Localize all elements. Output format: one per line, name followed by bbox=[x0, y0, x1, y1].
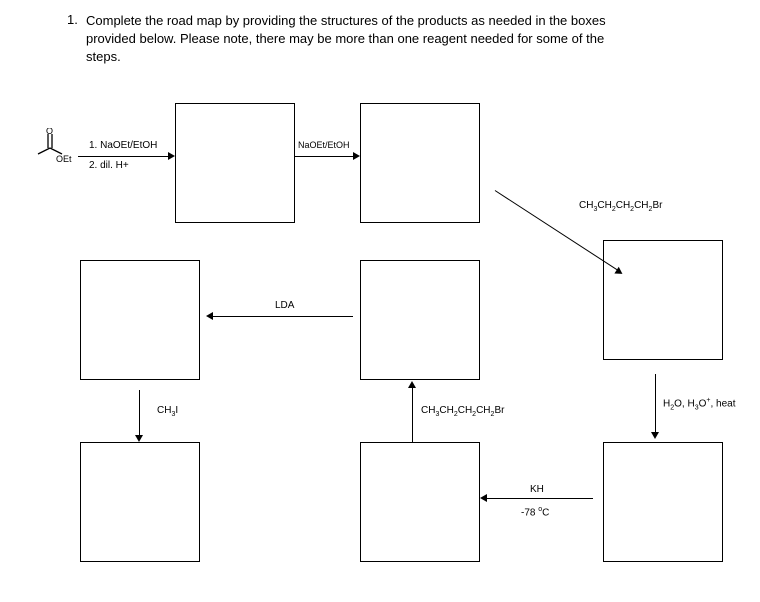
question-line-1: Complete the road map by providing the s… bbox=[86, 12, 606, 30]
reagent-step2: NaOEt/EtOH bbox=[298, 140, 350, 150]
product-box-5 bbox=[360, 442, 480, 562]
arrow-4 bbox=[655, 374, 656, 432]
arrow-5-head bbox=[480, 494, 487, 502]
reagent-kh-l1: KH bbox=[530, 484, 544, 495]
reagent-step1-l1: 1. NaOEt/EtOH bbox=[89, 140, 157, 151]
product-box-6 bbox=[360, 260, 480, 380]
arrow-8 bbox=[139, 390, 140, 435]
arrow-5 bbox=[487, 498, 593, 499]
arrow-7-head bbox=[206, 312, 213, 320]
product-box-1 bbox=[175, 103, 295, 223]
reagent-step1-l2: 2. dil. H+ bbox=[89, 160, 129, 171]
arrow-1 bbox=[78, 156, 168, 157]
reagent-ch3i: CH3I bbox=[157, 405, 178, 418]
arrow-4-head bbox=[651, 432, 659, 439]
arrow-2 bbox=[295, 156, 353, 157]
question-number: 1. bbox=[67, 12, 78, 27]
arrow-8-head bbox=[135, 435, 143, 442]
reagent-bubr-up: CH3CH2CH2CH2Br bbox=[421, 405, 504, 418]
arrow-2-head bbox=[353, 152, 360, 160]
starting-material-icon: O OEt bbox=[24, 128, 76, 168]
product-box-3 bbox=[603, 240, 723, 360]
reagent-lda: LDA bbox=[275, 300, 294, 311]
question-line-3: steps. bbox=[86, 48, 121, 66]
svg-text:OEt: OEt bbox=[56, 154, 72, 164]
product-box-8 bbox=[80, 442, 200, 562]
product-box-4 bbox=[603, 442, 723, 562]
arrow-6 bbox=[412, 388, 413, 442]
question-line-2: provided below. Please note, there may b… bbox=[86, 30, 604, 48]
reagent-step3: CH3CH2CH2CH2Br bbox=[579, 200, 662, 213]
arrow-1-head bbox=[168, 152, 175, 160]
reagent-kh-l2: -78 oC bbox=[521, 506, 549, 518]
product-box-2 bbox=[360, 103, 480, 223]
arrow-6-head bbox=[408, 381, 416, 388]
arrow-7 bbox=[213, 316, 353, 317]
svg-text:O: O bbox=[46, 128, 53, 136]
reagent-hydrolysis: H2O, H3O+, heat bbox=[663, 397, 736, 411]
product-box-7 bbox=[80, 260, 200, 380]
